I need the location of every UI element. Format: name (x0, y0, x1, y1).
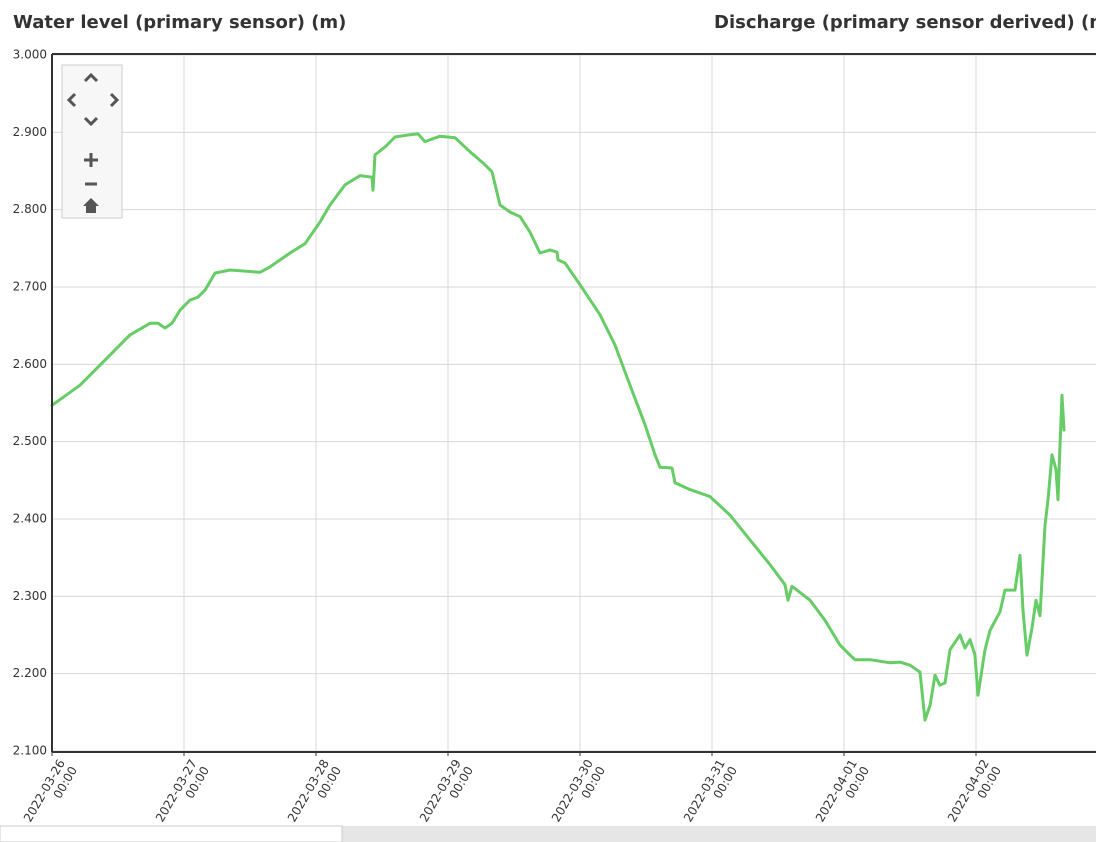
y-tick-label: 2.700 (13, 280, 47, 294)
y-tick-label: 2.500 (13, 434, 47, 448)
y-tick-label: 2.600 (13, 357, 47, 371)
nav-control[interactable] (61, 64, 123, 219)
pan-right[interactable] (109, 92, 120, 108)
grid (51, 54, 1096, 756)
series (50, 132, 1066, 722)
pan-up[interactable] (83, 72, 99, 83)
nav-box (61, 64, 123, 219)
taskbar-search[interactable] (0, 825, 343, 842)
y-tick-label: 2.200 (13, 666, 47, 680)
chart-subtitle: Discharge (primary sensor derived) (m (714, 12, 1096, 33)
pan-down[interactable] (83, 116, 99, 127)
y-tick-label: 3.000 (13, 48, 47, 62)
series-line (50, 132, 1066, 722)
y-tick-label: 2.400 (13, 512, 47, 526)
y-tick-label: 2.300 (13, 589, 47, 603)
y-tick-label: 2.900 (13, 125, 47, 139)
y-tick-label: 2.800 (13, 202, 47, 216)
zoom-in[interactable] (84, 153, 98, 167)
y-tick-label: 2.100 (13, 744, 47, 758)
pan-left[interactable] (66, 92, 77, 108)
chart-title: Water level (primary sensor) (m) (13, 12, 346, 33)
home[interactable] (83, 198, 99, 213)
